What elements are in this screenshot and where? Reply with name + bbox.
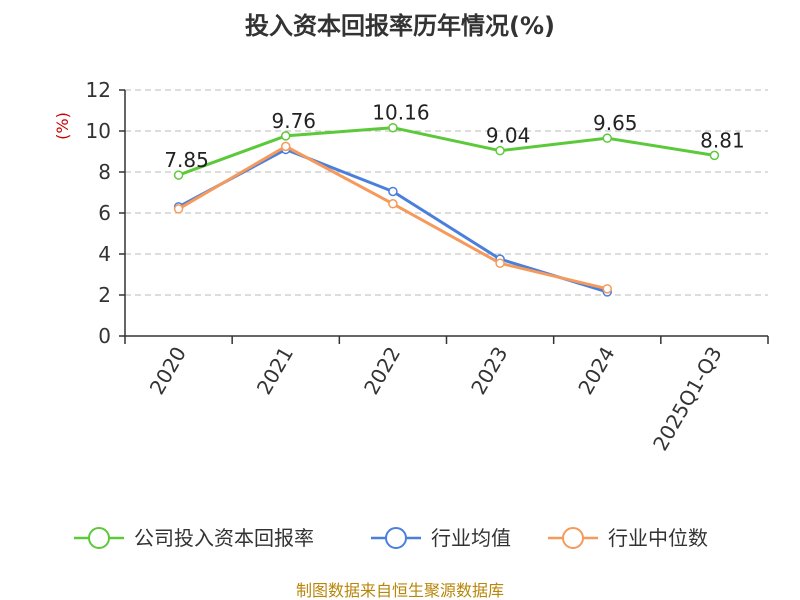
data-label: 9.76 [271, 109, 316, 133]
data-point-0[interactable] [709, 150, 720, 161]
legend-marker-icon [88, 527, 110, 549]
y-tick-label: 2 [98, 283, 111, 307]
data-point-0[interactable] [173, 170, 184, 180]
y-tick-label: 4 [98, 242, 111, 266]
legend-label: 公司投入资本回报率 [134, 526, 314, 550]
y-tick-label: 12 [86, 78, 111, 102]
x-tick-label: 2025Q1-Q3 [648, 343, 727, 455]
x-tick-label: 2021 [252, 343, 298, 399]
data-label: 10.16 [372, 101, 429, 125]
y-tick-label: 6 [98, 201, 111, 225]
y-tick-label: 10 [86, 119, 111, 143]
data-label: 9.65 [593, 111, 638, 135]
series-line-2 [177, 144, 608, 291]
y-tick-label: 0 [98, 324, 111, 348]
data-point-2[interactable] [388, 199, 398, 209]
legend-item-2[interactable]: 行业中位数 [548, 526, 708, 550]
legend-marker-icon [385, 527, 407, 549]
chart-title: 投入资本回报率历年情况(%) [245, 12, 555, 40]
legend-label: 行业中位数 [608, 526, 708, 550]
x-tick-label: 2023 [466, 343, 512, 399]
x-tick-label: 2024 [573, 343, 619, 399]
legend-item-1[interactable]: 行业均值 [371, 526, 511, 550]
x-tick-label: 2020 [145, 343, 191, 399]
data-point-0[interactable] [495, 145, 505, 156]
source-note: 制图数据来自恒生聚源数据库 [296, 581, 504, 600]
data-point-2[interactable] [173, 204, 184, 214]
data-labels: 7.85 9.76 10.16 9.04 9.65 8.81 [164, 101, 744, 172]
data-point-1[interactable] [388, 186, 398, 197]
data-point-2[interactable] [602, 284, 612, 294]
legend-marker-icon [562, 527, 584, 549]
legend-label: 行业均值 [431, 526, 511, 550]
series-lines [173, 122, 720, 297]
data-label: 9.04 [486, 124, 531, 148]
data-label: 7.85 [164, 148, 209, 172]
data-point-0[interactable] [388, 122, 398, 133]
data-point-2[interactable] [281, 141, 291, 152]
grid-lines [125, 89, 768, 296]
data-point-2[interactable] [495, 258, 505, 268]
y-axis-label: (%) [53, 112, 72, 140]
series-line-0 [178, 126, 715, 177]
legend-item-0[interactable]: 公司投入资本回报率 [74, 526, 314, 550]
x-tick-label: 2022 [359, 343, 405, 399]
data-label: 8.81 [700, 128, 745, 152]
data-point-0[interactable] [602, 133, 612, 143]
y-tick-label: 8 [98, 160, 111, 184]
data-point-0[interactable] [281, 131, 291, 141]
legend[interactable]: 公司投入资本回报率 行业均值 行业中位数 [74, 526, 708, 550]
